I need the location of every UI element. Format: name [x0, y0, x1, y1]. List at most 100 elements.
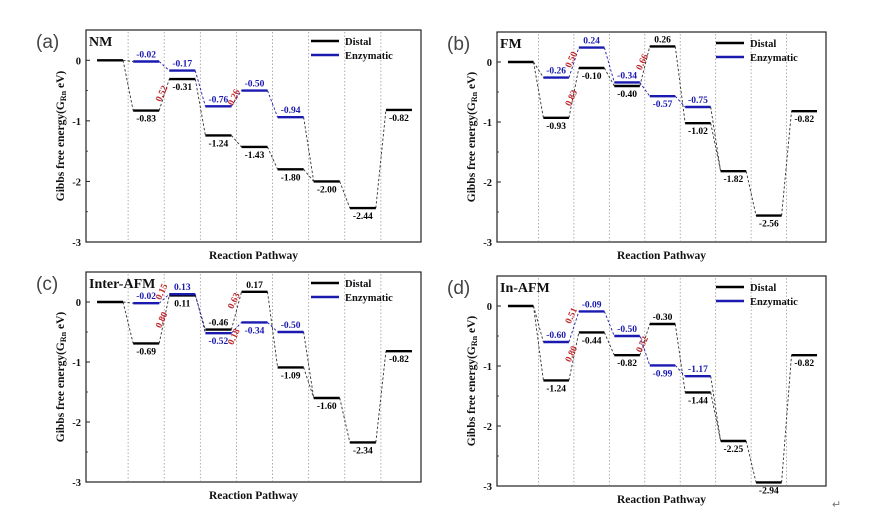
- connector: [339, 397, 351, 443]
- data-label: -0.83: [136, 115, 156, 125]
- data-label: -0.82: [389, 114, 409, 124]
- connector: [639, 335, 651, 366]
- panel-label: (c): [36, 274, 58, 295]
- data-label: -0.82: [617, 359, 637, 369]
- x-axis-title: Reaction Pathway: [209, 250, 298, 262]
- connector: [745, 171, 757, 216]
- connector: [533, 305, 544, 343]
- data-label: -0.82: [794, 115, 814, 125]
- data-label: 0.11: [174, 299, 190, 309]
- connector: [303, 117, 315, 182]
- data-label: -0.93: [546, 122, 566, 132]
- legend-label-distal: Distal: [750, 283, 776, 294]
- data-label: -0.31: [172, 83, 192, 93]
- data-label: -0.50: [245, 80, 265, 90]
- barrier-label: 0.63: [227, 291, 243, 311]
- y-axis-title: Gibbs free energy(GRn eV): [55, 71, 68, 202]
- connector: [194, 294, 206, 334]
- data-label: 0.13: [174, 283, 191, 293]
- series-enzymatic: -0.60 -0.09 -0.50 -0.99 -1.17: [533, 300, 722, 442]
- data-label: -1.24: [208, 139, 228, 149]
- connector: [639, 323, 651, 356]
- panel-title: NM: [89, 35, 112, 50]
- data-label: -0.30: [653, 313, 673, 323]
- data-label: -0.69: [136, 347, 156, 357]
- data-label: -1.09: [281, 371, 301, 381]
- barrier-label: 0.52: [154, 84, 170, 104]
- connector: [533, 61, 544, 118]
- y-axis-title: Gibbs free energy(GRn eV): [55, 312, 68, 443]
- data-label: -2.56: [759, 220, 779, 230]
- connector: [710, 392, 722, 442]
- data-label: -1.17: [688, 365, 708, 375]
- plot-frame: [85, 29, 422, 243]
- plot-frame: [496, 31, 827, 243]
- y-tick-label: -3: [483, 482, 492, 493]
- y-axis-title: Gibbs free energy(GRn eV): [466, 72, 479, 203]
- connector: [303, 367, 315, 399]
- data-label: -0.02: [136, 292, 156, 302]
- connector: [674, 95, 686, 108]
- x-axis-title: Reaction Pathway: [209, 490, 298, 502]
- y-tick-label: 0: [487, 58, 492, 69]
- data-label: -0.46: [208, 319, 228, 329]
- connector: [231, 90, 242, 107]
- data-label: -1.60: [317, 402, 337, 412]
- data-label: -2.00: [317, 185, 337, 195]
- connector: [123, 59, 134, 62]
- y-tick-label: -1: [483, 118, 492, 129]
- connector: [639, 82, 651, 97]
- barrier-label: 0.50: [564, 50, 580, 70]
- connector: [568, 332, 580, 381]
- connector: [194, 78, 206, 136]
- y-tick-label: -2: [72, 418, 81, 429]
- barrier-label: 0.80: [154, 310, 170, 330]
- y-tick-label: 0: [76, 56, 81, 67]
- plot-frame: [85, 271, 422, 483]
- barrier-label: 0.66: [635, 52, 651, 72]
- data-label: -1.02: [688, 127, 708, 137]
- data-label: -1.43: [245, 151, 265, 161]
- data-label: -0.50: [617, 325, 637, 335]
- barrier-label: 0.26: [227, 88, 243, 108]
- barrier-label: 0.83: [564, 88, 580, 108]
- y-tick-label: 0: [76, 298, 81, 309]
- connector: [158, 293, 170, 304]
- data-label: -2.94: [759, 486, 779, 496]
- connector: [781, 355, 792, 483]
- panel-label: (b): [447, 34, 470, 55]
- x-axis-title: Reaction Pathway: [617, 250, 706, 262]
- data-label: 0.24: [583, 37, 600, 47]
- connector: [303, 331, 315, 399]
- y-tick-label: -3: [72, 238, 81, 249]
- barrier-label: 0.52: [635, 335, 651, 355]
- data-label: -0.94: [281, 106, 301, 116]
- connector: [158, 78, 170, 111]
- data-label: -2.34: [353, 446, 373, 456]
- connector: [533, 61, 544, 78]
- connector: [267, 90, 279, 118]
- connector: [158, 61, 170, 71]
- legend-label-enzymatic: Enzymatic: [345, 51, 393, 62]
- connector: [674, 365, 686, 377]
- connector: [710, 376, 722, 442]
- data-label: -0.44: [582, 336, 602, 346]
- connector: [568, 47, 580, 78]
- x-axis-title: Reaction Pathway: [617, 494, 706, 506]
- data-label: 0.17: [246, 281, 263, 291]
- panel-label: (d): [447, 278, 470, 299]
- y-tick-label: -3: [483, 238, 492, 249]
- panel-2: 0 -1 -2 -3 Gibbs free energy(GRn eV) Reaction…: [447, 31, 827, 262]
- data-label: -2.25: [723, 445, 743, 455]
- connector: [533, 305, 544, 381]
- series-enzymatic: -0.02 0.13 -0.52 -0.34 -0.50: [123, 283, 315, 399]
- connector: [375, 351, 387, 443]
- data-label: -0.76: [208, 95, 228, 105]
- connector: [568, 67, 580, 118]
- connector: [123, 301, 134, 304]
- series-distal: -0.83 -0.31 -1.24 -1.43 -1.80 -2.00 -2.44 -0.82: [97, 59, 412, 222]
- y-tick-label: -1: [72, 358, 81, 369]
- connector: [194, 70, 206, 107]
- connector: [230, 291, 242, 330]
